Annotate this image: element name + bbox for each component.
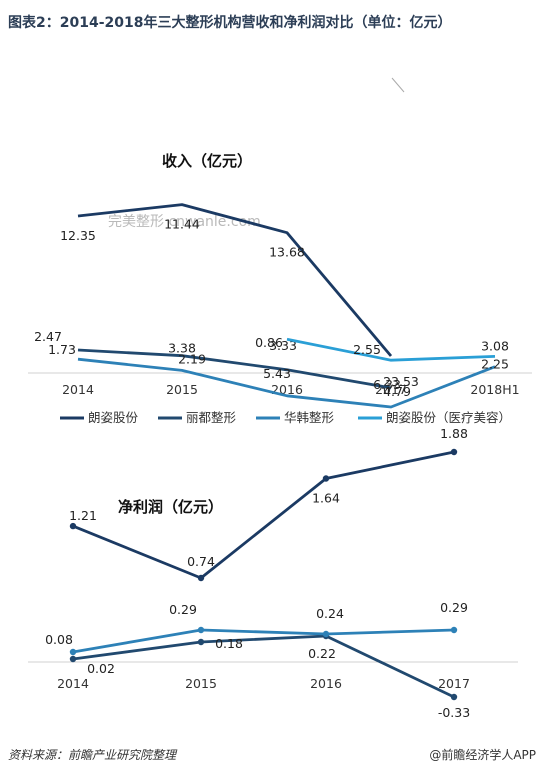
data-label: 11.44	[164, 217, 200, 232]
source-note: 资料来源：前瞻产业研究院整理	[8, 748, 177, 762]
data-label: 0.29	[440, 600, 468, 615]
data-point	[450, 448, 458, 456]
data-label: 0.24	[316, 606, 344, 621]
legend-item: 华韩整形	[284, 410, 335, 425]
series-line	[77, 203, 393, 357]
x-tick-label: 2015	[185, 676, 217, 691]
data-label: 2.19	[178, 352, 206, 367]
data-label: 0.74	[187, 554, 215, 569]
chart-title: 图表2：2014-2018年三大整形机构营收和净利润对比（单位：亿元）	[8, 15, 452, 31]
data-label: 3.33	[269, 338, 297, 353]
data-label: 2.47	[34, 329, 62, 344]
data-label: 3.38	[168, 340, 196, 355]
data-point	[197, 638, 205, 646]
data-point	[450, 626, 458, 634]
series-line	[286, 337, 496, 362]
series-line	[72, 634, 455, 699]
data-label: 0.08	[45, 632, 73, 647]
data-label: 12.35	[60, 228, 96, 243]
data-point	[69, 522, 77, 530]
data-label: 23.53	[383, 374, 419, 389]
data-label: 5.43	[263, 366, 291, 381]
data-label: 0.29	[169, 602, 197, 617]
data-label: 2.55	[353, 342, 381, 357]
x-tick-label: 2018H1	[470, 382, 519, 397]
net-profit-annotation: 净利润（亿元）	[118, 498, 223, 516]
data-label: 0.02	[87, 661, 115, 676]
data-label: 3.08	[481, 339, 509, 354]
data-label: 1.73	[48, 342, 76, 357]
x-tick-label: 2016	[310, 676, 342, 691]
data-label: 1.88	[440, 426, 468, 441]
data-point	[322, 475, 330, 482]
data-label: 2.25	[481, 356, 509, 371]
legend-item: 丽都整形	[186, 410, 237, 425]
label-leader-line	[391, 77, 405, 93]
series-line	[72, 450, 455, 580]
data-label: -0.33	[438, 705, 470, 720]
net-profit-chart: 净利润（亿元） 2014 2015 2016 2017 1.21 0.74 1.64 1.88 0…	[28, 426, 518, 720]
x-tick-label: 2014	[62, 382, 94, 397]
data-label: 4.79	[383, 384, 411, 399]
data-point	[69, 655, 77, 663]
data-point	[69, 648, 77, 656]
data-point	[197, 626, 205, 634]
revenue-annotation: 收入（亿元）	[162, 152, 252, 170]
data-label: 0.22	[308, 646, 336, 661]
data-point	[322, 630, 330, 638]
data-label: 6.33	[373, 377, 401, 392]
data-label: 0.18	[215, 636, 243, 651]
data-label: 1.21	[69, 508, 97, 523]
series-line	[77, 357, 496, 409]
chart-legend: 朗姿股份 丽都整形 华韩整形 朗姿股份（医疗美容）	[60, 410, 511, 425]
data-label: 13.68	[269, 245, 305, 260]
legend-item: 朗姿股份（医疗美容）	[386, 410, 511, 425]
x-tick-label: 2014	[57, 676, 89, 691]
data-point	[197, 574, 205, 582]
watermark: 完美整形 cnwanle.com	[108, 214, 261, 230]
x-tick-label: 2017	[438, 676, 470, 691]
data-label: 0.86	[255, 335, 283, 350]
series-line	[72, 628, 455, 654]
brand-credit: @前瞻经济学人APP	[429, 748, 536, 762]
series-line	[77, 348, 392, 390]
data-point	[450, 693, 458, 701]
x-tick-label: 2015	[166, 382, 198, 397]
legend-item: 朗姿股份	[88, 410, 139, 425]
data-label: 1.64	[312, 491, 340, 506]
